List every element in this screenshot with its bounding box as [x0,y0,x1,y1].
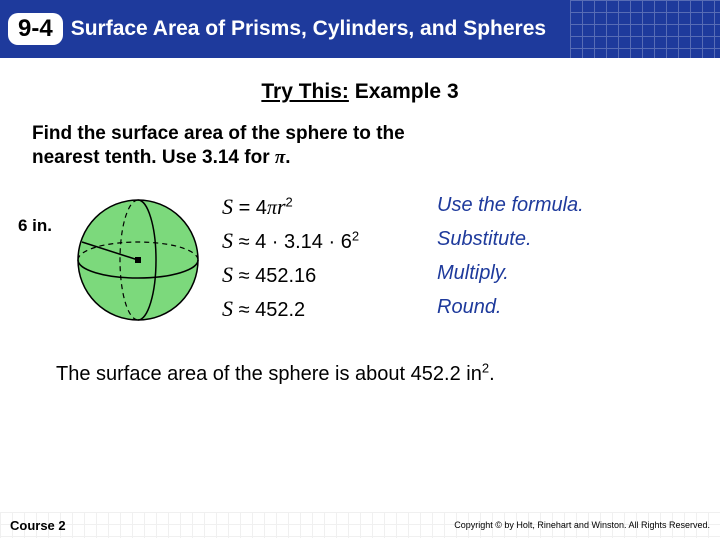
step-row: S ≈ 4 · 3.14 · 62 Substitute. [222,224,584,258]
step-note: Round. [437,292,502,326]
slide-title: Surface Area of Prisms, Cylinders, and S… [71,17,546,41]
try-this-label: Try This: [261,80,349,103]
example-number: Example 3 [349,80,459,103]
prompt-line-2a: nearest tenth. Use 3.14 for [32,147,275,168]
step-equation: S ≈ 452.2 [222,292,437,326]
step-row: S ≈ 452.2 Round. [222,292,584,326]
step-note: Use the formula. [437,190,584,224]
step-row: S = 4πr2 Use the formula. [222,190,584,224]
prompt-line-2b: . [285,147,290,168]
step-equation: S ≈ 4 · 3.14 · 62 [222,224,437,258]
step-note: Multiply. [437,258,509,292]
solution-steps: S = 4πr2 Use the formula. S ≈ 4 · 3.14 ·… [222,190,584,326]
conclusion-sup: 2 [482,360,489,375]
slide-footer: Course 2 Copyright © by Holt, Rinehart a… [0,510,720,540]
conclusion-text: The surface area of the sphere is about … [56,363,720,386]
example-subtitle: Try This: Example 3 [0,80,720,104]
pi-symbol: π [275,147,285,168]
sphere-diagram [68,190,208,330]
section-number-badge: 9-4 [8,13,63,45]
step-row: S ≈ 452.16 Multiply. [222,258,584,292]
header-grid-decoration [570,0,720,58]
problem-prompt: Find the surface area of the sphere to t… [32,122,688,170]
slide-header: 9-4 Surface Area of Prisms, Cylinders, a… [0,0,720,58]
step-note: Substitute. [437,224,532,258]
step-equation: S ≈ 452.16 [222,258,437,292]
prompt-line-1: Find the surface area of the sphere to t… [32,123,405,144]
sphere-column: 6 in. [16,190,216,335]
course-label: Course 2 [10,518,66,533]
copyright-text: Copyright © by Holt, Rinehart and Winsto… [454,520,710,530]
conclusion-a: The surface area of the sphere is about … [56,363,482,385]
radius-label: 6 in. [18,216,52,236]
step-equation: S = 4πr2 [222,190,437,224]
conclusion-b: . [489,363,495,385]
content-row: 6 in. S = 4πr2 Use the formula. S ≈ 4 · … [16,190,720,335]
